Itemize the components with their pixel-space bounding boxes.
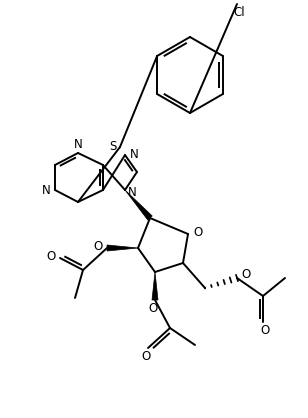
Text: Cl: Cl: [233, 5, 245, 18]
Text: N: N: [42, 184, 51, 196]
Text: N: N: [128, 186, 136, 199]
Text: S: S: [109, 140, 117, 153]
Text: N: N: [74, 138, 82, 151]
Text: O: O: [193, 225, 203, 239]
Text: O: O: [47, 250, 56, 263]
Text: O: O: [93, 240, 103, 252]
Text: N: N: [130, 148, 138, 161]
Text: O: O: [148, 301, 158, 314]
Text: O: O: [241, 268, 251, 281]
Text: O: O: [260, 324, 270, 336]
Polygon shape: [107, 245, 138, 251]
Text: O: O: [141, 349, 151, 362]
Polygon shape: [152, 272, 158, 300]
Polygon shape: [125, 190, 152, 220]
